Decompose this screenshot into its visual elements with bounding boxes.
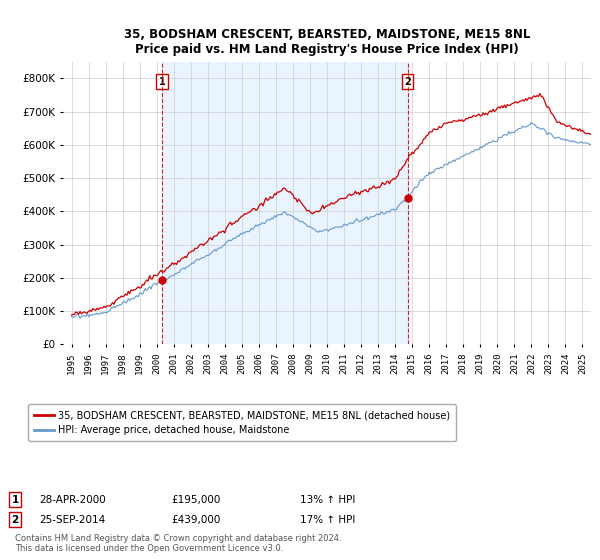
Text: Contains HM Land Registry data © Crown copyright and database right 2024.
This d: Contains HM Land Registry data © Crown c… [15, 534, 341, 553]
Text: 2: 2 [404, 77, 411, 87]
Text: 2: 2 [11, 515, 19, 525]
Text: 25-SEP-2014: 25-SEP-2014 [39, 515, 105, 525]
Bar [162, 62, 407, 344]
Text: 17% ↑ HPI: 17% ↑ HPI [300, 515, 355, 525]
Text: 13% ↑ HPI: 13% ↑ HPI [300, 494, 355, 505]
Text: 1: 1 [159, 77, 166, 87]
Text: 1: 1 [11, 494, 19, 505]
Text: £195,000: £195,000 [171, 494, 220, 505]
Legend: 35, BODSHAM CRESCENT, BEARSTED, MAIDSTONE, ME15 8NL (detached house), HPI: Avera: 35, BODSHAM CRESCENT, BEARSTED, MAIDSTON… [28, 404, 457, 441]
Text: £439,000: £439,000 [171, 515, 220, 525]
Title: 35, BODSHAM CRESCENT, BEARSTED, MAIDSTONE, ME15 8NL
Price paid vs. HM Land Regis: 35, BODSHAM CRESCENT, BEARSTED, MAIDSTON… [124, 28, 530, 56]
Text: 28-APR-2000: 28-APR-2000 [39, 494, 106, 505]
